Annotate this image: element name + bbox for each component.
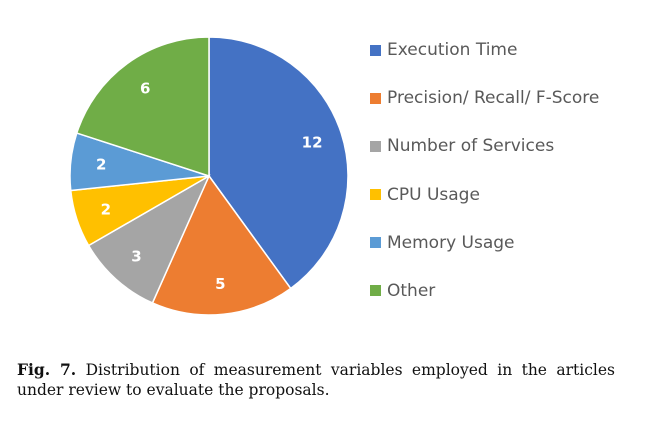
legend-item: Memory Usage bbox=[370, 231, 599, 255]
caption-text: Distribution of measurement variables em… bbox=[17, 361, 615, 399]
legend-label: Other bbox=[387, 280, 436, 301]
legend-swatch bbox=[370, 44, 381, 56]
legend-swatch bbox=[370, 140, 381, 152]
data-label: 2 bbox=[96, 156, 106, 174]
legend-item: Precision/ Recall/ F-Score bbox=[370, 86, 599, 110]
data-label: 5 bbox=[215, 275, 225, 293]
legend-swatch bbox=[370, 189, 381, 201]
pie-chart: 12 5 3 2 2 6 bbox=[69, 36, 349, 316]
legend-swatch bbox=[370, 237, 381, 249]
pie-slice-number-of-services bbox=[87, 174, 211, 304]
legend-swatch bbox=[370, 92, 381, 104]
data-label: 12 bbox=[302, 133, 323, 151]
legend-item: CPU Usage bbox=[370, 183, 599, 207]
pie-slice-execution-time bbox=[208, 36, 349, 290]
data-label: 3 bbox=[131, 248, 141, 266]
pie-slice-other bbox=[75, 36, 210, 178]
legend-label: CPU Usage bbox=[387, 184, 480, 205]
pie-slices bbox=[69, 36, 349, 316]
legend-swatch bbox=[370, 285, 381, 297]
legend-item: Other bbox=[370, 279, 599, 303]
data-label: 6 bbox=[140, 79, 150, 97]
legend-item: Number of Services bbox=[370, 134, 599, 158]
chart-legend: Execution Time Precision/ Recall/ F-Score… bbox=[370, 38, 599, 327]
legend-label: Memory Usage bbox=[387, 232, 515, 253]
data-label: 2 bbox=[101, 201, 111, 219]
legend-label: Number of Services bbox=[387, 136, 555, 157]
figure-caption: Fig. 7. Distribution of measurement vari… bbox=[17, 360, 615, 400]
pie-slice-precision-recall-f-score bbox=[151, 174, 292, 316]
legend-label: Precision/ Recall/ F-Score bbox=[387, 88, 600, 109]
figure-label: Fig. 7. bbox=[17, 360, 77, 379]
data-labels: 12 5 3 2 2 6 bbox=[96, 79, 323, 293]
legend-item: Execution Time bbox=[370, 38, 599, 62]
legend-label: Execution Time bbox=[387, 40, 518, 60]
